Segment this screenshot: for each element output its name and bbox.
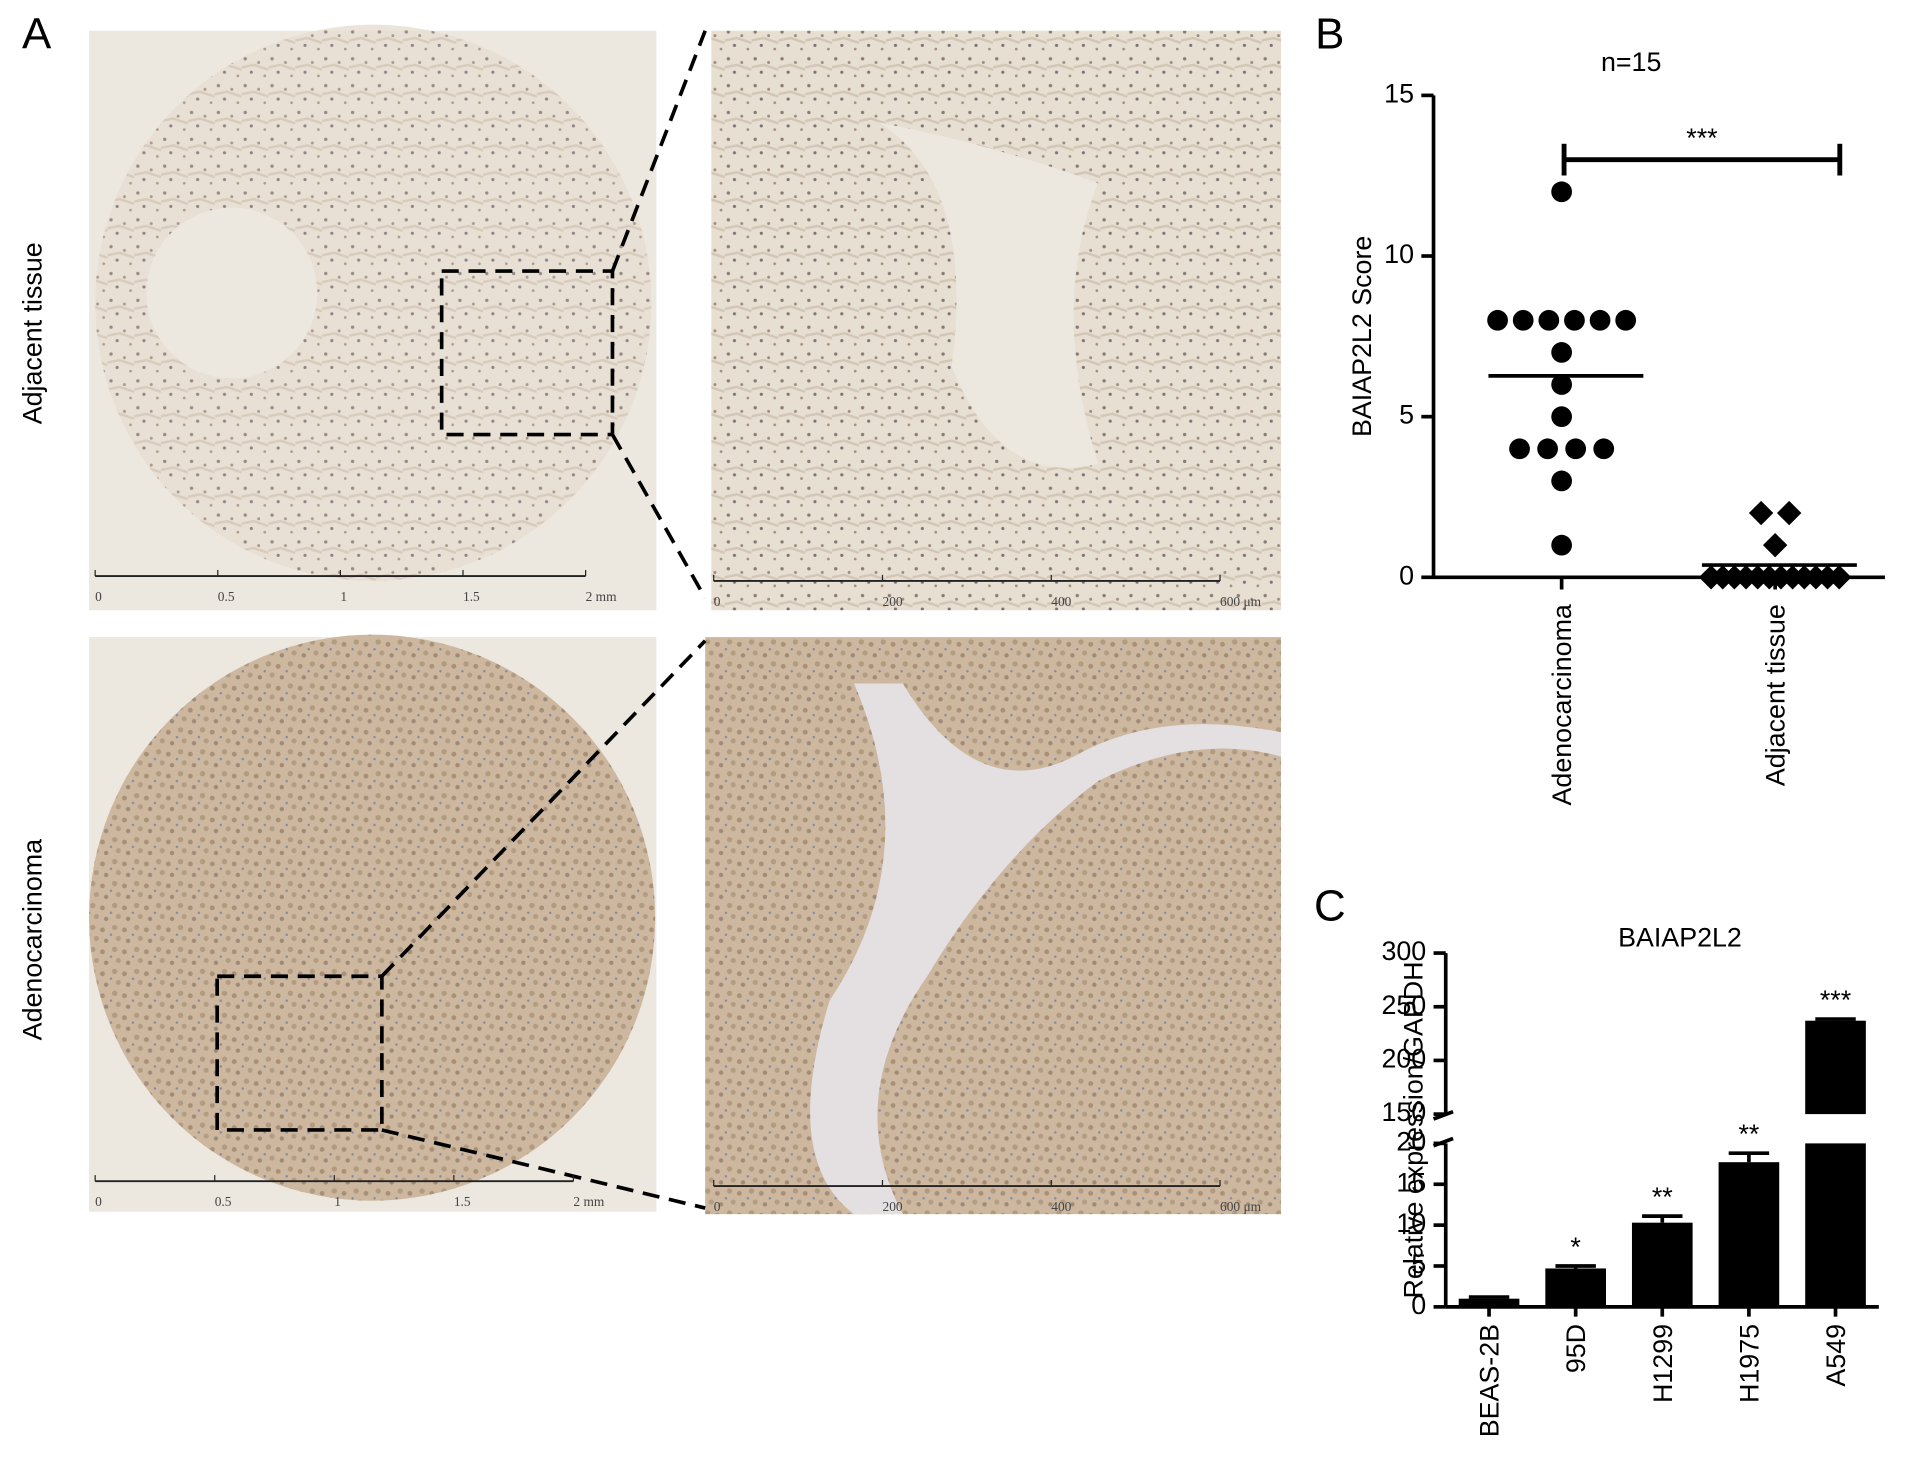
- scale-label: 200: [882, 1199, 902, 1214]
- lumen: [146, 207, 318, 379]
- data-point: [1537, 438, 1558, 460]
- scale-label: 1: [340, 589, 347, 604]
- y-tick-label: 250: [1381, 990, 1426, 1020]
- bar: [1458, 1298, 1520, 1307]
- y-tick-label: 10: [1384, 239, 1414, 269]
- x-tick-label: BEAS-2B: [1475, 1324, 1505, 1437]
- y-tick-label: 0: [1411, 1290, 1426, 1320]
- data-point: [1748, 500, 1774, 526]
- scale-label: 0: [95, 589, 102, 604]
- zoom-box: [439, 269, 615, 437]
- scale-label: 0: [95, 1194, 102, 1209]
- stroma: [810, 683, 1282, 1215]
- bar: [1545, 1268, 1606, 1307]
- x-tick-label: Adenocarcinoma: [1547, 604, 1577, 805]
- panel-label: B: [1315, 9, 1344, 58]
- micrograph: [705, 637, 1282, 1215]
- x-tick-label: Adjacent tissue: [1761, 604, 1791, 786]
- y-tick-label: 0: [1399, 560, 1414, 590]
- sig-label: *: [1570, 1232, 1581, 1262]
- chart-title: BAIAP2L2: [1618, 923, 1742, 953]
- scale-label: 600 μm: [1220, 594, 1262, 609]
- data-point: [1615, 309, 1637, 331]
- scale-label: 200: [882, 594, 902, 609]
- tissue-core: [89, 634, 656, 1201]
- scale-bars: 0 0.5 1 1.5 2 mm 0 0.5 1 1.5 2 mm 0 200 400 600 μm 0 20…: [94, 569, 1262, 1214]
- scale-label: 400: [1051, 594, 1071, 609]
- zoom-line: [610, 433, 707, 599]
- panel-label: A: [22, 9, 52, 58]
- scale-label: 1.5: [454, 1194, 471, 1209]
- tissue-core: [95, 24, 652, 581]
- data-point: [1538, 309, 1560, 331]
- x-tick-label: H1299: [1648, 1324, 1678, 1403]
- sig-label: **: [1738, 1119, 1759, 1149]
- scale-label: 400: [1051, 1199, 1071, 1214]
- data-point: [1551, 181, 1573, 203]
- scale-label: 0: [714, 1199, 721, 1214]
- y-tick-label: 10: [1396, 1208, 1426, 1238]
- y-tick-label: 5: [1411, 1249, 1426, 1279]
- bar: [1805, 1143, 1866, 1307]
- data-point: [1551, 342, 1573, 363]
- y-tick-label: 150: [1381, 1097, 1426, 1127]
- bar: [1631, 1222, 1693, 1307]
- row-label: Adjacent tissue: [17, 242, 47, 424]
- y-axis-label: Relative expression/GAPDH: [1398, 961, 1428, 1298]
- data-point: [1551, 470, 1573, 492]
- scale-label: 2 mm: [573, 1194, 604, 1209]
- panel-label: C: [1314, 882, 1346, 931]
- scale-label: 600 μm: [1220, 1199, 1262, 1214]
- data-point: [1565, 438, 1587, 460]
- bar: [1805, 1020, 1866, 1115]
- y-tick-label: 200: [1381, 1044, 1426, 1074]
- scale-label: 2 mm: [586, 589, 617, 604]
- data-point: [1551, 374, 1573, 395]
- data-point: [1564, 309, 1585, 331]
- data-point: [1776, 500, 1802, 526]
- sig-label: ***: [1820, 985, 1852, 1015]
- zoom-line: [380, 639, 707, 978]
- data-point: [1551, 534, 1573, 556]
- data-point: [1509, 438, 1530, 460]
- data-point: [1593, 438, 1615, 460]
- scale-label: 1: [334, 1194, 341, 1209]
- lumen: [878, 122, 1099, 468]
- y-tick-label: 20: [1396, 1126, 1426, 1156]
- y-tick-label: 300: [1381, 936, 1426, 966]
- charts: Bn=15 BAIAP2L2 Score 0 5 10 15 Adenocarcinoma A…: [1314, 9, 1885, 1437]
- zoom-line: [381, 1128, 706, 1210]
- sig-label: **: [1652, 1182, 1673, 1212]
- scale-label: 0.5: [215, 1194, 232, 1209]
- y-axis-label: BAIAP2L2 Score: [1347, 236, 1377, 437]
- x-tick-label: H1975: [1734, 1324, 1764, 1403]
- data-point: [1487, 309, 1508, 331]
- y-tick-label: 5: [1399, 400, 1414, 430]
- bar: [1718, 1162, 1780, 1307]
- panel-a: A Adjacent tissue Adenocarcinoma 0 0.5 1 1.…: [17, 9, 1282, 1215]
- scale-label: 0: [714, 594, 721, 609]
- scale-label: 1.5: [463, 589, 480, 604]
- zoom-line: [610, 30, 707, 272]
- y-tick-label: 15: [1396, 1167, 1426, 1197]
- data-point: [1512, 309, 1534, 331]
- x-tick-label: A549: [1821, 1324, 1851, 1387]
- y-tick-label: 15: [1384, 78, 1414, 108]
- data-point: [1762, 532, 1788, 558]
- data-point: [1551, 406, 1573, 428]
- row-label: Adenocarcinoma: [17, 839, 47, 1040]
- chart-title: n=15: [1601, 47, 1661, 77]
- data-point: [1589, 309, 1611, 331]
- x-tick-label: 95D: [1561, 1324, 1591, 1373]
- scale-label: 0.5: [218, 589, 235, 604]
- sig-label: ***: [1686, 123, 1718, 153]
